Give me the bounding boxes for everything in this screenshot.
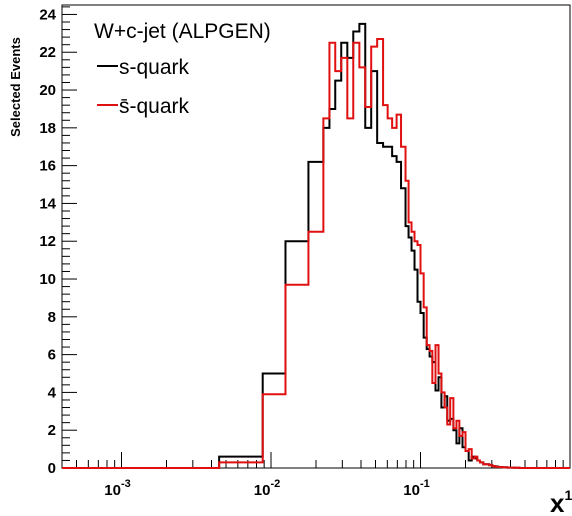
- y-tick-label: 16: [39, 158, 56, 175]
- series-layer: [62, 22, 570, 469]
- x-axis-label-sup: 1: [564, 487, 572, 503]
- y-axis-label: Selected Events: [8, 37, 23, 137]
- x-tick-label: 10-2: [254, 478, 280, 499]
- legend-title: W+c-jet (ALPGEN): [94, 20, 271, 43]
- y-tick-label: 24: [39, 6, 56, 23]
- y-tick-label: 20: [39, 82, 56, 99]
- x-tick-labels: 10-3 10-2 10-1: [104, 478, 429, 499]
- y-tick-label: 18: [39, 120, 56, 137]
- x-tick-label: 10-1: [403, 478, 429, 499]
- x-tick-label: 10-3: [104, 478, 130, 499]
- legend-label-s-quark: s-quark: [119, 56, 190, 79]
- y-tick-label: 22: [39, 44, 56, 61]
- legend: W+c-jet (ALPGEN) s-quark s̄-quark: [94, 20, 271, 118]
- series-line-s-quark: [62, 22, 570, 469]
- x-axis-label-base: x: [550, 488, 565, 516]
- y-tick-label: 4: [48, 384, 57, 401]
- x-axis-label: x1: [550, 487, 572, 516]
- y-tick-label: 12: [39, 233, 56, 250]
- y-tick-label: 0: [48, 460, 56, 477]
- axis-ticks: [61, 6, 571, 469]
- series-line-sbar-quark: [62, 38, 570, 469]
- y-tick-label: 10: [39, 271, 56, 288]
- y-tick-label: 8: [48, 309, 56, 326]
- y-tick-label: 14: [39, 195, 56, 212]
- legend-label-sbar-quark: s̄-quark: [119, 95, 190, 118]
- y-tick-label: 2: [48, 422, 56, 439]
- y-tick-label: 6: [48, 347, 56, 364]
